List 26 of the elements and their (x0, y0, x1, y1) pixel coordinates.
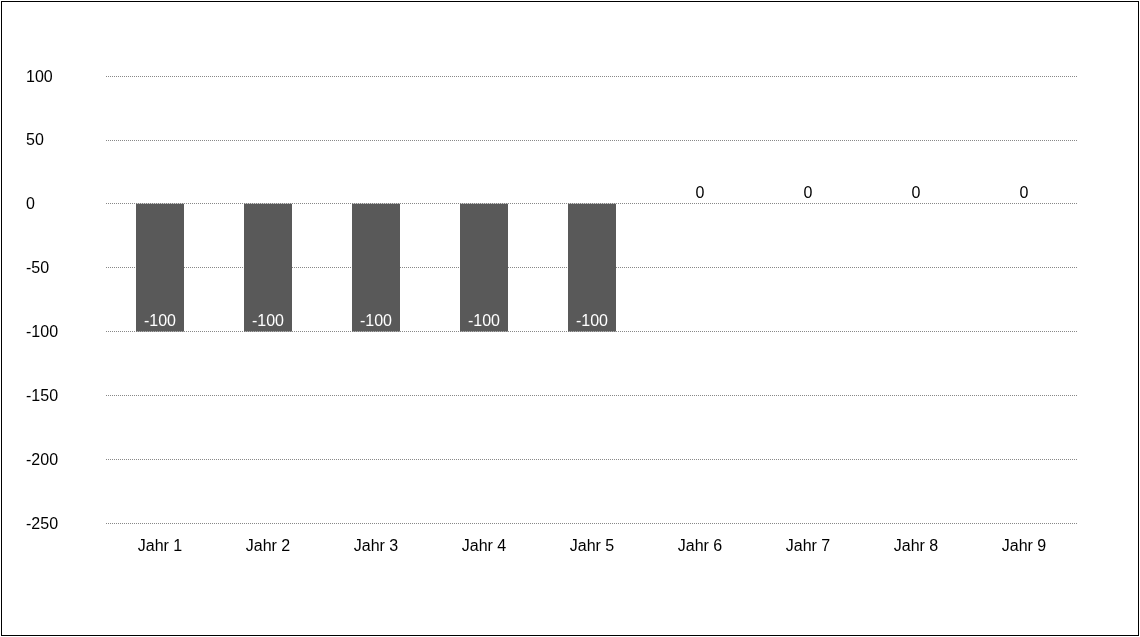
x-tick-label: Jahr 8 (893, 536, 939, 554)
x-tick-label: Jahr 2 (245, 536, 291, 554)
data-label: -100 (143, 311, 177, 329)
data-label: -100 (251, 311, 285, 329)
data-label: -100 (359, 311, 393, 329)
y-tick-label: -150 (26, 386, 59, 404)
x-tick-label: Jahr 6 (677, 536, 723, 554)
data-label: 0 (695, 184, 705, 202)
y-tick-label: -200 (26, 450, 59, 468)
y-tick-label: -100 (26, 322, 59, 340)
x-tick-label: Jahr 5 (569, 536, 615, 554)
data-label: 0 (911, 184, 921, 202)
data-label: -100 (575, 311, 609, 329)
x-tick-label: Jahr 9 (1001, 536, 1047, 554)
x-tick-label: Jahr 1 (137, 536, 183, 554)
x-tick-label: Jahr 4 (461, 536, 507, 554)
data-label: 0 (803, 184, 813, 202)
y-tick-label: 0 (26, 195, 35, 213)
x-tick-label: Jahr 3 (353, 536, 399, 554)
y-tick-label: 100 (26, 67, 53, 85)
y-tick-label: -50 (26, 259, 50, 277)
x-tick-label: Jahr 7 (785, 536, 831, 554)
data-label: -100 (467, 311, 501, 329)
data-label: 0 (1019, 184, 1029, 202)
y-tick-label: 50 (26, 131, 44, 149)
y-tick-label: -250 (26, 514, 59, 532)
